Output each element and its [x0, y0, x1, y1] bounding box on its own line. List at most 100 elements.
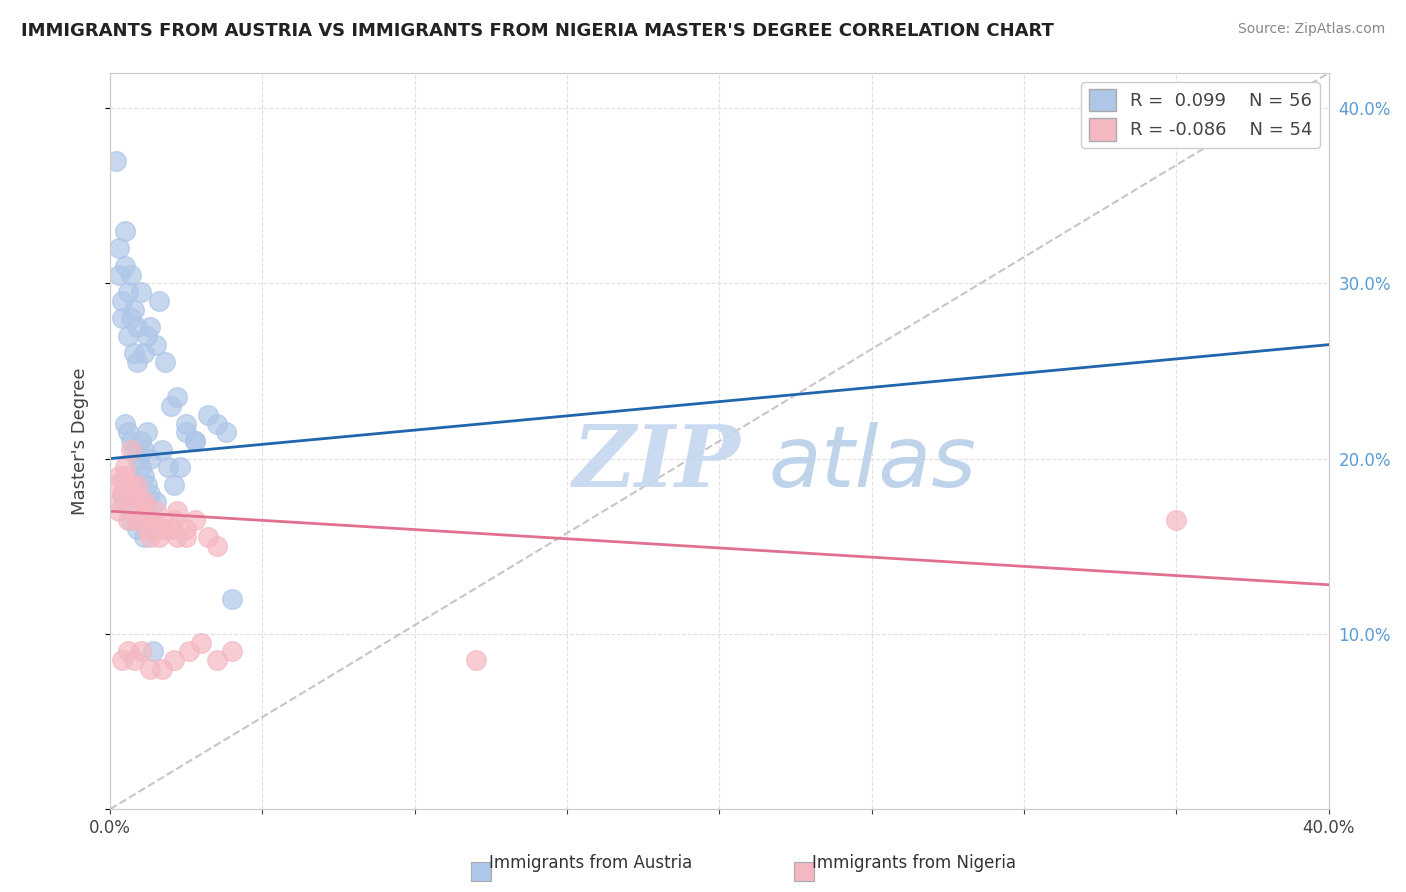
- Point: [129, 285, 152, 299]
- Point: [114, 469, 136, 483]
- Point: [138, 486, 160, 500]
- Point: [117, 644, 139, 658]
- Point: [129, 434, 152, 448]
- Point: [156, 460, 179, 475]
- Point: [127, 355, 149, 369]
- Point: [190, 635, 212, 649]
- Point: [117, 513, 139, 527]
- Point: [127, 478, 149, 492]
- Point: [145, 504, 167, 518]
- Point: [153, 522, 176, 536]
- Point: [120, 434, 142, 448]
- Point: [163, 653, 186, 667]
- Point: [127, 513, 149, 527]
- Point: [142, 513, 165, 527]
- Point: [1166, 513, 1188, 527]
- Text: atlas: atlas: [768, 422, 976, 505]
- Point: [184, 434, 207, 448]
- Point: [153, 522, 176, 536]
- Point: [114, 478, 136, 492]
- Point: [132, 495, 155, 509]
- Point: [120, 478, 142, 492]
- Point: [135, 425, 157, 440]
- Point: [160, 522, 183, 536]
- Point: [111, 486, 134, 500]
- Point: [150, 662, 173, 676]
- Point: [138, 531, 160, 545]
- Point: [129, 495, 152, 509]
- Point: [132, 513, 155, 527]
- Text: ZIP: ZIP: [574, 421, 741, 505]
- Point: [108, 504, 131, 518]
- Point: [174, 425, 197, 440]
- Point: [124, 442, 146, 457]
- Point: [111, 311, 134, 326]
- Point: [221, 644, 243, 658]
- Point: [114, 460, 136, 475]
- Point: [111, 653, 134, 667]
- Point: [105, 153, 128, 168]
- Point: [205, 653, 228, 667]
- Legend: R =  0.099    N = 56, R = -0.086    N = 54: R = 0.099 N = 56, R = -0.086 N = 54: [1081, 82, 1320, 148]
- Point: [145, 337, 167, 351]
- Point: [148, 531, 170, 545]
- Point: [145, 522, 167, 536]
- Point: [166, 504, 188, 518]
- Point: [138, 513, 160, 527]
- Point: [184, 434, 207, 448]
- Text: Immigrants from Nigeria: Immigrants from Nigeria: [811, 855, 1017, 872]
- Point: [145, 495, 167, 509]
- Point: [120, 486, 142, 500]
- Point: [127, 451, 149, 466]
- Point: [464, 653, 486, 667]
- Point: [132, 469, 155, 483]
- Point: [132, 531, 155, 545]
- Y-axis label: Master's Degree: Master's Degree: [72, 368, 89, 515]
- Point: [166, 531, 188, 545]
- Point: [163, 513, 186, 527]
- Point: [114, 259, 136, 273]
- Point: [145, 522, 167, 536]
- Point: [124, 653, 146, 667]
- Point: [132, 495, 155, 509]
- Point: [135, 522, 157, 536]
- Text: Immigrants from Austria: Immigrants from Austria: [489, 855, 692, 872]
- Point: [132, 346, 155, 360]
- Point: [129, 460, 152, 475]
- Point: [124, 504, 146, 518]
- Point: [124, 346, 146, 360]
- Point: [138, 320, 160, 334]
- Point: [138, 513, 160, 527]
- Point: [135, 478, 157, 492]
- Point: [114, 495, 136, 509]
- Point: [138, 662, 160, 676]
- Point: [148, 293, 170, 308]
- Point: [111, 486, 134, 500]
- Point: [120, 311, 142, 326]
- Point: [120, 513, 142, 527]
- Point: [150, 442, 173, 457]
- Point: [124, 302, 146, 317]
- Point: [127, 522, 149, 536]
- Point: [205, 417, 228, 431]
- Point: [166, 390, 188, 404]
- Point: [197, 408, 219, 422]
- Point: [114, 224, 136, 238]
- Point: [179, 644, 201, 658]
- Point: [105, 478, 128, 492]
- Point: [169, 460, 191, 475]
- Point: [174, 417, 197, 431]
- Point: [120, 442, 142, 457]
- Point: [135, 329, 157, 343]
- Point: [117, 285, 139, 299]
- Point: [215, 425, 238, 440]
- Point: [174, 522, 197, 536]
- Point: [127, 486, 149, 500]
- Point: [184, 513, 207, 527]
- Point: [221, 591, 243, 606]
- Point: [129, 644, 152, 658]
- Point: [108, 469, 131, 483]
- Point: [163, 478, 186, 492]
- Point: [111, 293, 134, 308]
- Point: [138, 451, 160, 466]
